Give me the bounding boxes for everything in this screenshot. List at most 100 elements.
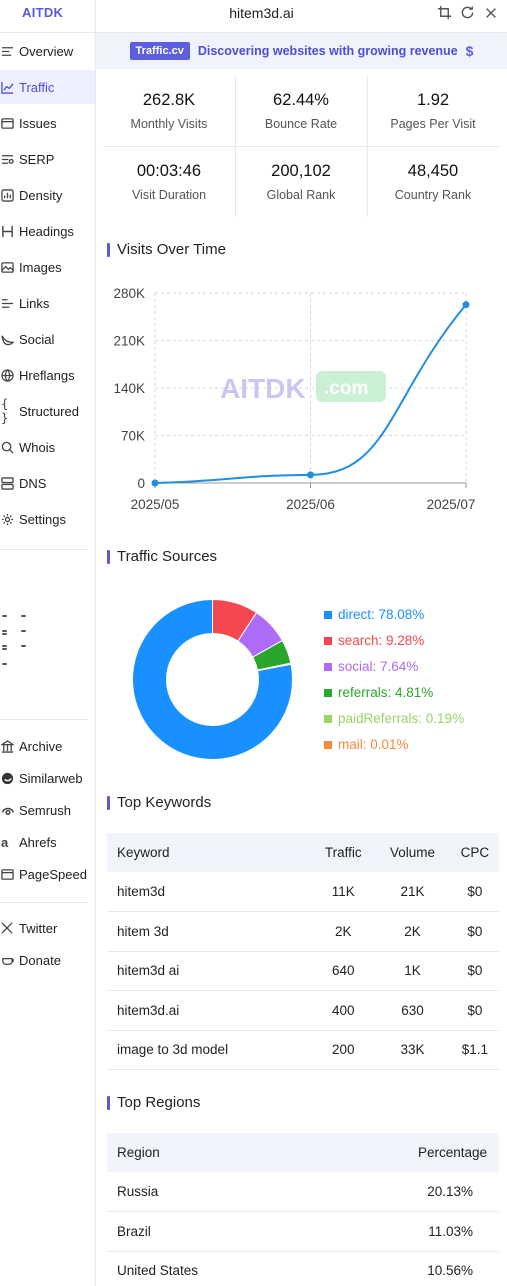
cpc-cell: $0: [450, 911, 499, 952]
keyword-cell: hitem3d: [107, 872, 313, 912]
chart-point: [307, 471, 314, 479]
percentage-cell: 20.13%: [302, 1172, 499, 1212]
promo-banner[interactable]: Traffic.cv Discovering websites with gro…: [96, 33, 507, 69]
y-tick-label: 0: [137, 476, 145, 491]
stat-value: 00:03:46: [136, 162, 202, 180]
column-header[interactable]: Region: [107, 1133, 303, 1172]
keyword-cell: hitem3d ai: [107, 951, 313, 991]
legend-label: mail: 0.01%: [338, 737, 409, 752]
sidebar-item-label: Donate: [19, 952, 61, 968]
regions-table: Region Percentage Russia 20.13% Brazil 1…: [107, 1133, 499, 1286]
sidebar-tool-pagespeed[interactable]: PageSpeed: [0, 858, 95, 890]
sidebar-item-structured[interactable]: { } Structured: [0, 394, 95, 428]
volume-cell: 2K: [374, 911, 451, 952]
volume-cell: 21K: [374, 872, 451, 912]
legend-item-referrals[interactable]: referrals: 4.81%: [324, 683, 464, 709]
cpc-cell: $0: [450, 990, 499, 1031]
sidebar-item-label: Issues: [19, 115, 57, 131]
sidebar-item-density[interactable]: Density: [0, 178, 95, 212]
header-actions: [436, 4, 499, 21]
sidebar-item-label: PageSpeed: [19, 866, 87, 882]
sidebar-item-whois[interactable]: Whois: [0, 430, 95, 464]
table-row: hitem3d.ai 400 630 $0: [107, 990, 499, 1031]
column-header[interactable]: Traffic: [312, 833, 375, 872]
keywords-table: Keyword Traffic Volume CPC hitem3d 11K 2…: [107, 833, 499, 1070]
section-title-visits: Visits Over Time: [107, 241, 226, 259]
sidebar-link-donate[interactable]: Donate: [0, 944, 95, 976]
y-tick-label: 210K: [113, 334, 145, 349]
stat-visit-duration: 00:03:46 Visit Duration: [103, 147, 235, 217]
legend-swatch: [324, 689, 332, 697]
sidebar-item-label: Semrush: [19, 802, 72, 818]
sidebar-item-settings[interactable]: Settings: [0, 502, 95, 536]
column-header[interactable]: Percentage: [302, 1133, 499, 1172]
volume-cell: 1K: [374, 951, 451, 991]
donut-slices: [132, 598, 293, 760]
table-header-row: Region Percentage: [107, 1133, 499, 1172]
donut-slice-direct: [132, 598, 293, 760]
sidebar-tool-archive[interactable]: Archive: [0, 730, 95, 762]
chart-point: [151, 479, 159, 487]
social-icon: [0, 322, 19, 356]
similarweb-icon: [0, 761, 19, 795]
section-title-keywords: Top Keywords: [107, 794, 211, 812]
sidebar-tool-ahrefs[interactable]: a Ahrefs: [0, 826, 95, 858]
traffic-sources-legend: direct: 78.08% search: 9.28% social: 7.6…: [324, 605, 464, 761]
table-row: hitem3d 11K 21K $0: [107, 872, 499, 912]
cpc-cell: $1.1: [450, 1030, 499, 1070]
grid-divider: [103, 146, 499, 147]
legend-item-search[interactable]: search: 9.28%: [324, 631, 464, 657]
traffic-cell: 2K: [312, 911, 375, 952]
crop-icon[interactable]: [436, 4, 453, 21]
links-icon: [0, 286, 19, 320]
sidebar-item-dns[interactable]: DNS: [0, 466, 95, 500]
aitdk-watermark: AITDK .com: [220, 371, 386, 404]
sidebar-item-social[interactable]: Social: [0, 322, 95, 356]
sidebar-item-serp[interactable]: SERP: [0, 142, 95, 176]
overview-icon: [0, 34, 19, 68]
legend-item-mail[interactable]: mail: 0.01%: [324, 735, 464, 761]
legend-label: referrals: 4.81%: [338, 685, 434, 700]
legend-item-social[interactable]: social: 7.64%: [324, 657, 464, 683]
brand-logo[interactable]: AITDK: [0, 0, 96, 33]
sidebar-item-links[interactable]: Links: [0, 286, 95, 320]
traffic-cell: 400: [312, 990, 375, 1031]
watermark-badge: [316, 371, 386, 402]
column-header[interactable]: Volume: [374, 833, 451, 872]
stat-label: Global Rank: [266, 188, 336, 202]
sidebar-item-issues[interactable]: Issues: [0, 106, 95, 140]
stat-value: 1.92: [416, 91, 450, 109]
sidebar-item-label: Links: [19, 295, 50, 311]
banner-pill[interactable]: Traffic.cv: [129, 42, 190, 60]
legend-label: social: 7.64%: [338, 659, 419, 674]
x-tick-label: 2025/05: [131, 497, 180, 512]
banner-message[interactable]: Discovering websites with growing revenu…: [197, 44, 458, 58]
column-header[interactable]: CPC: [450, 833, 499, 872]
sidebar-item-label: Whois: [19, 439, 56, 455]
sidebar-item-overview[interactable]: Overview: [0, 34, 95, 68]
sidebar-tool-similarweb[interactable]: Similarweb: [0, 762, 95, 794]
sidebar: Overview Traffic Issues SERP Density Hea…: [0, 33, 96, 1286]
volume-cell: 33K: [374, 1030, 451, 1070]
close-icon[interactable]: [482, 4, 499, 21]
stat-monthly-visits: 262.8K Monthly Visits: [103, 76, 235, 146]
stat-label: Monthly Visits: [130, 117, 208, 131]
chart-grid: [154, 292, 467, 488]
traffic-cell: 640: [312, 951, 375, 991]
sidebar-item-headings[interactable]: Headings: [0, 214, 95, 248]
legend-label: search: 9.28%: [338, 633, 425, 648]
sidebar-item-traffic[interactable]: Traffic: [0, 70, 95, 104]
whois-icon: [0, 430, 19, 464]
sidebar-item-images[interactable]: Images: [0, 250, 95, 284]
sidebar-item-label: Hreflangs: [19, 367, 75, 383]
sidebar-item-hreflangs[interactable]: Hreflangs: [0, 358, 95, 392]
hreflangs-icon: [0, 358, 19, 392]
keyword-cell: hitem3d.ai: [107, 990, 313, 1031]
legend-swatch: [324, 715, 332, 723]
refresh-icon[interactable]: [459, 4, 476, 21]
legend-item-direct[interactable]: direct: 78.08%: [324, 605, 464, 631]
sidebar-link-twitter[interactable]: Twitter: [0, 912, 95, 944]
sidebar-tool-semrush[interactable]: Semrush: [0, 794, 95, 826]
legend-item-paid-referrals[interactable]: paidReferrals: 0.19%: [324, 709, 464, 735]
column-header[interactable]: Keyword: [107, 833, 313, 872]
